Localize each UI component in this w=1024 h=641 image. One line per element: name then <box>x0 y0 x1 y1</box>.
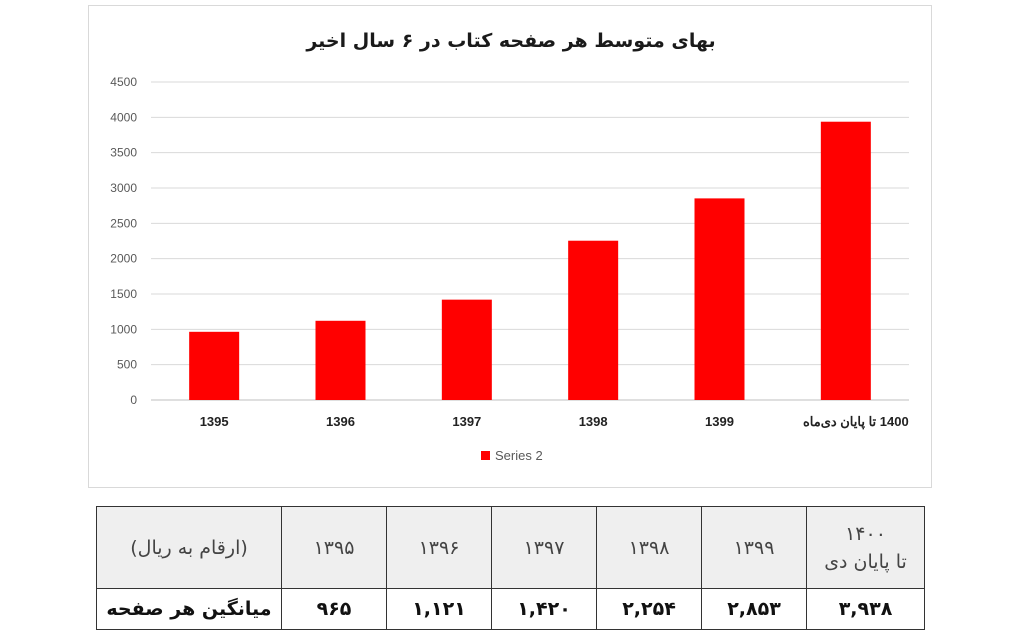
value-1399: ۲,۸۵۳ <box>701 588 807 630</box>
y-tick-label: 4000 <box>110 110 137 124</box>
data-table: (ارقام به ریال) ۱۳۹۵ ۱۳۹۶ ۱۳۹۷ ۱۳۹۸ ۱۳۹۹… <box>96 506 925 630</box>
x-tick-label: 1396 <box>326 414 355 429</box>
value-1397: ۱,۴۲۰ <box>491 588 597 630</box>
table-row: میانگین هر صفحه ۹۶۵ ۱,۱۲۱ ۱,۴۲۰ ۲,۲۵۴ ۲,… <box>96 588 925 630</box>
x-tick-label: 1398 <box>579 414 608 429</box>
y-tick-label: 0 <box>130 393 137 407</box>
x-tick-label: 1399 <box>705 414 734 429</box>
unit-label: (ارقام به ریال) <box>96 506 282 589</box>
x-tick-label: 1395 <box>200 414 229 429</box>
bar-1395 <box>189 331 240 400</box>
header-1398: ۱۳۹۸ <box>596 506 702 589</box>
header-1395: ۱۳۹۵ <box>281 506 387 589</box>
header-1400-year: ۱۴۰۰ <box>845 522 886 545</box>
table-header-row: (ارقام به ریال) ۱۳۹۵ ۱۳۹۶ ۱۳۹۷ ۱۳۹۸ ۱۳۹۹… <box>96 506 925 589</box>
header-1399: ۱۳۹۹ <box>701 506 807 589</box>
header-1400-note: تا پایان دی <box>824 550 907 573</box>
header-1400: ۱۴۰۰ تا پایان دی <box>806 506 925 589</box>
y-tick-label: 3000 <box>110 181 137 195</box>
legend-swatch <box>481 451 490 460</box>
value-1395: ۹۶۵ <box>281 588 387 630</box>
header-1397: ۱۳۹۷ <box>491 506 597 589</box>
x-tick-label: 1400 تا پایان دی‌ماه <box>803 414 909 430</box>
bar-chart: 0 500 1000 1500 2000 2500 3000 3500 4000 4500 1395… <box>110 75 909 463</box>
legend-label: Series 2 <box>495 448 543 463</box>
y-tick-label: 2500 <box>110 216 137 230</box>
row-label: میانگین هر صفحه <box>96 588 282 630</box>
y-tick-label: 4500 <box>110 75 137 89</box>
y-tick-label: 1500 <box>110 287 137 301</box>
x-tick-label: 1397 <box>452 414 481 429</box>
bar-1400 <box>820 121 871 401</box>
bar-1397 <box>441 299 492 400</box>
y-tick-label: 3500 <box>110 146 137 160</box>
bar-1398 <box>568 240 619 400</box>
y-tick-label: 500 <box>117 358 137 372</box>
value-1398: ۲,۲۵۴ <box>596 588 702 630</box>
value-1396: ۱,۱۲۱ <box>386 588 492 630</box>
chart-panel: بهای متوسط هر صفحه کتاب در ۶ سال اخیر 0 5… <box>88 5 932 488</box>
value-1400: ۳,۹۳۸ <box>806 588 925 630</box>
y-tick-label: 2000 <box>110 252 137 266</box>
bar-1396 <box>315 320 366 400</box>
header-1396: ۱۳۹۶ <box>386 506 492 589</box>
y-tick-label: 1000 <box>110 322 137 336</box>
chart-title: بهای متوسط هر صفحه کتاب در ۶ سال اخیر <box>306 30 716 52</box>
bar-1399 <box>694 198 745 400</box>
